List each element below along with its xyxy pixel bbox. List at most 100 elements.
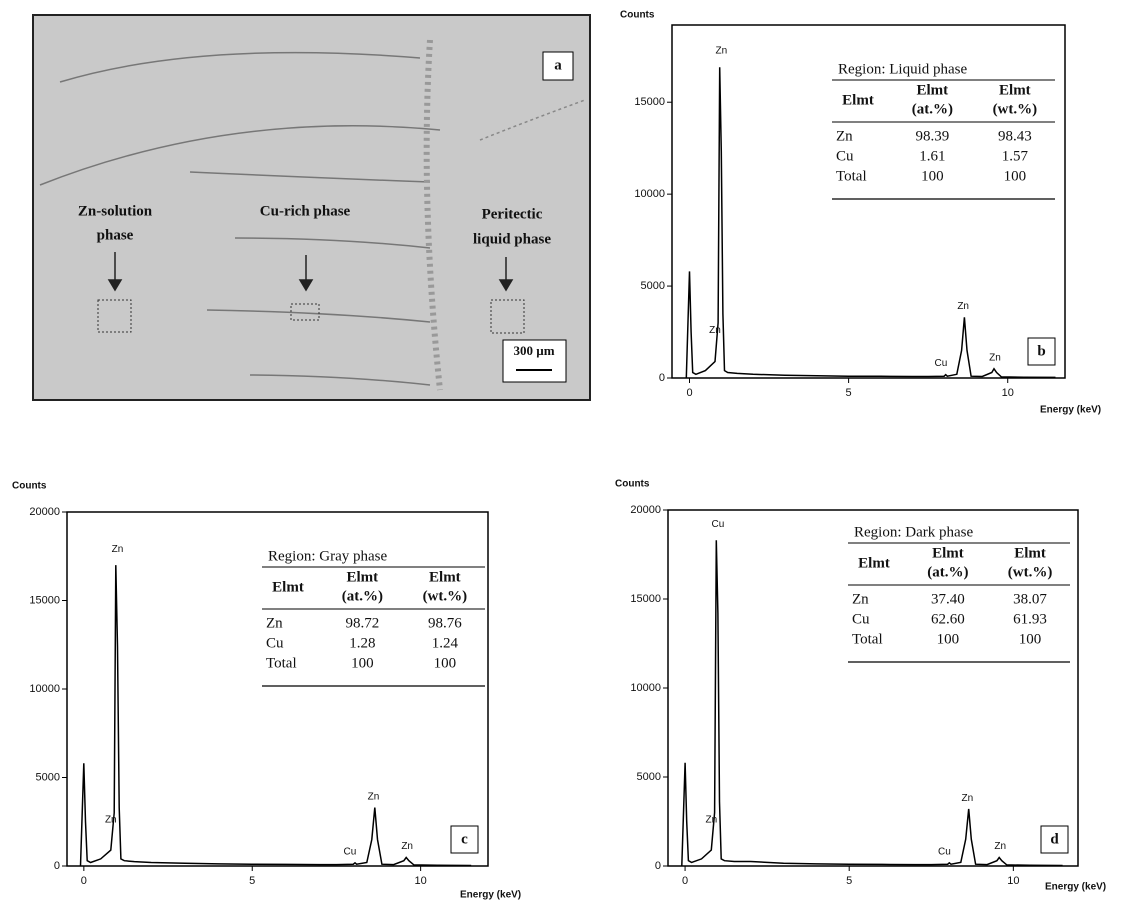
table-header: Elmt: [999, 82, 1031, 98]
peak-label: Zn: [715, 45, 727, 56]
table-header: Elmt: [347, 569, 379, 585]
peak-label: Zn: [994, 841, 1006, 852]
panel-box: [1027, 337, 1056, 366]
table-cell: 100: [351, 655, 374, 671]
y-tick-label: 20000: [29, 506, 60, 518]
x-tick-label: 0: [686, 387, 692, 399]
micrograph-features: [39, 39, 586, 391]
table-cell: 100: [921, 168, 944, 184]
panel-label: b: [1037, 343, 1045, 359]
table-cell: Total: [266, 655, 297, 671]
table-cell: 98.72: [345, 615, 379, 631]
phase-labels: Zn-solution phase Cu-rich phase Peritect…: [78, 203, 551, 247]
table-header: (wt.%): [993, 101, 1038, 117]
panel-label: a: [554, 57, 562, 73]
panel-box: [1040, 825, 1069, 854]
y-tick-label: 15000: [29, 594, 60, 606]
peak-label: Zn: [962, 793, 974, 804]
y-axis-label: Counts: [615, 479, 650, 490]
table-cell: 62.60: [931, 611, 965, 627]
panel-label: d: [1050, 831, 1059, 847]
x-tick-label: 0: [81, 875, 87, 887]
micrograph-image: [32, 14, 591, 401]
peak-label: Zn: [957, 301, 969, 312]
panel-box: [542, 51, 574, 81]
table-cell: Zn: [852, 591, 869, 607]
table-cell: 98.76: [428, 615, 462, 631]
table-cell: 100: [1019, 631, 1042, 647]
table-header: (wt.%): [1008, 564, 1053, 580]
y-tick-label: 10000: [634, 188, 665, 200]
table-cell: 98.43: [998, 128, 1032, 144]
table-cell: 1.28: [349, 635, 375, 651]
x-axis-label: Energy (keV): [1045, 882, 1106, 893]
table-cell: Total: [836, 168, 867, 184]
spectrum-chart: 0 5000 10000 15000 0 5 10 Counts Energy (keV) Zn Z…: [620, 10, 1101, 416]
x-tick-label: 10: [1002, 387, 1014, 399]
x-tick-label: 0: [682, 875, 688, 887]
table-header: Elmt: [272, 579, 304, 595]
table-cell: 61.93: [1013, 611, 1047, 627]
peak-label: Zn: [989, 352, 1001, 363]
x-tick-label: 10: [415, 875, 427, 887]
phase-label: phase: [97, 227, 134, 243]
y-tick-label: 10000: [630, 682, 661, 694]
table-header: Elmt: [842, 92, 874, 108]
table-cell: Zn: [266, 615, 283, 631]
x-tick-label: 5: [846, 875, 852, 887]
peak-label: Cu: [711, 519, 724, 530]
table-title: Region: Liquid phase: [838, 61, 967, 77]
phase-label: Peritectic: [482, 206, 543, 222]
spectrum-chart: 0 5000 10000 15000 20000 0 5 10 Counts Energy (ke…: [615, 479, 1106, 893]
x-tick-label: 5: [249, 875, 255, 887]
y-tick-label: 5000: [637, 771, 661, 783]
scale-box: [502, 339, 567, 383]
x-axis-label: Energy (keV): [1040, 405, 1101, 416]
y-tick-label: 0: [659, 372, 665, 384]
arrows: [107, 252, 514, 292]
panel-label: c: [461, 831, 468, 847]
table-cell: 100: [937, 631, 960, 647]
y-axis-label: Counts: [12, 481, 47, 492]
peak-label: Zn: [105, 815, 117, 826]
phase-label: Cu-rich phase: [260, 203, 351, 219]
micrograph-panel: a Zn-solution phase Cu-rich phase Perite…: [32, 14, 591, 401]
table-cell: Cu: [852, 611, 870, 627]
table-cell: 38.07: [1013, 591, 1047, 607]
table-cell: 98.39: [915, 128, 949, 144]
scale-label: 300 µm: [513, 343, 554, 358]
table-cell: 100: [434, 655, 457, 671]
peak-label: Zn: [368, 792, 380, 803]
x-tick-label: 5: [846, 387, 852, 399]
y-tick-label: 20000: [630, 504, 661, 516]
peak-label: Zn: [709, 325, 721, 336]
x-tick-label: 10: [1007, 875, 1019, 887]
table-header: (wt.%): [423, 588, 468, 604]
region-boxes: [97, 299, 525, 334]
y-tick-label: 15000: [634, 96, 665, 108]
table-cell: 1.24: [432, 635, 459, 651]
peak-label: Zn: [112, 544, 124, 555]
panel-box: [450, 825, 479, 854]
table-cell: Cu: [836, 148, 854, 164]
peak-label: Zn: [705, 814, 717, 825]
y-tick-label: 5000: [641, 280, 665, 292]
table-cell: 1.57: [1002, 148, 1029, 164]
table-title: Region: Gray phase: [268, 548, 387, 564]
table-cell: Zn: [836, 128, 853, 144]
peak-label: Cu: [934, 358, 947, 369]
table-cell: Cu: [266, 635, 284, 651]
table-header: Elmt: [429, 569, 461, 585]
spectrum-line: [685, 67, 1056, 379]
table-header: Elmt: [858, 555, 890, 571]
y-tick-label: 0: [54, 860, 60, 872]
phase-label: Zn-solution: [78, 203, 153, 219]
peak-label: Zn: [401, 841, 413, 852]
peak-label: Cu: [344, 846, 357, 857]
phase-label: liquid phase: [473, 231, 551, 247]
plot-frame: [671, 24, 1066, 379]
table-cell: 1.61: [919, 148, 945, 164]
table-header: (at.%): [927, 564, 968, 580]
